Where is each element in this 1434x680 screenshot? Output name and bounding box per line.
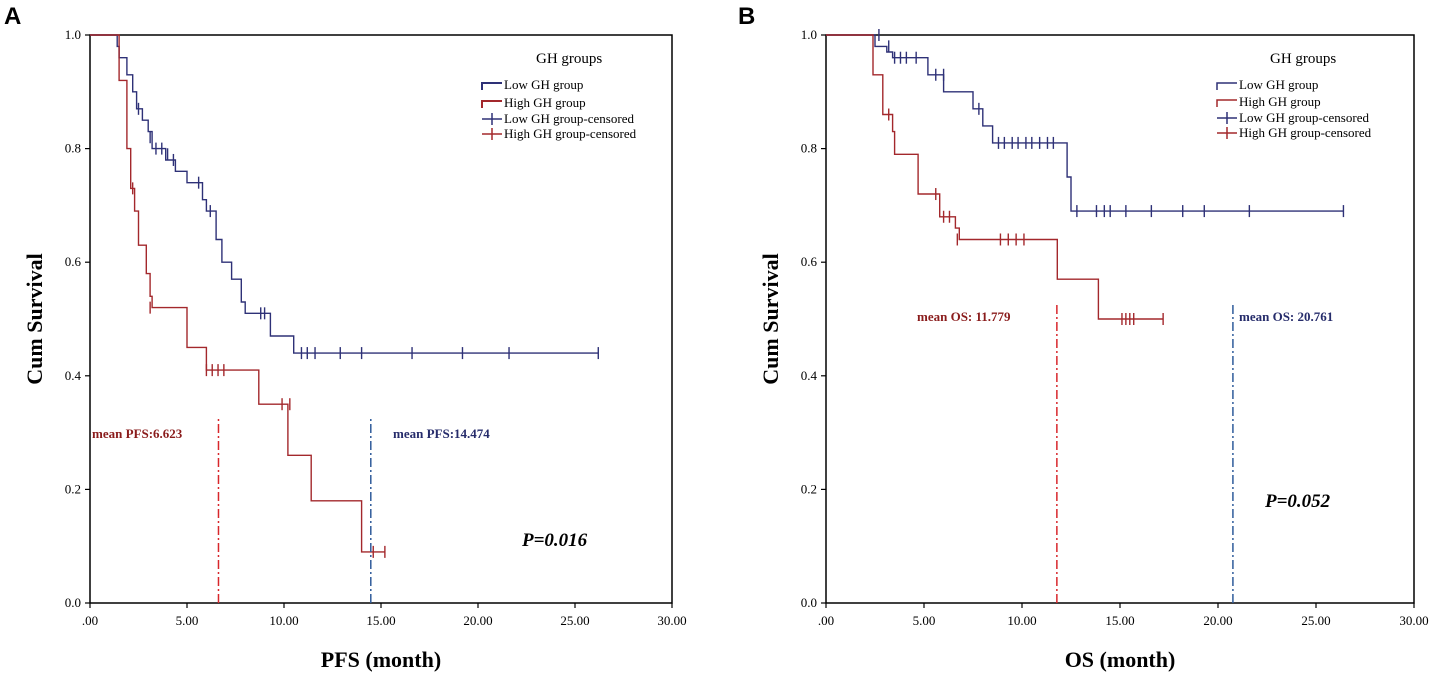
legend-low: Low GH group	[1239, 77, 1318, 92]
x-tick-label: 10.00	[269, 613, 298, 628]
y-tick-label: 0.6	[801, 254, 818, 269]
legend-swatch-low-censored	[1217, 112, 1237, 124]
x-tick-label: 30.00	[1399, 613, 1428, 628]
y-tick-label: 0.0	[801, 595, 817, 610]
legend-high: High GH group	[504, 95, 586, 110]
mean-high-label: mean OS: 11.779	[917, 309, 1011, 324]
series-low-gh	[90, 34, 599, 360]
legend-swatch-low	[1216, 82, 1237, 90]
x-tick-label: 30.00	[657, 613, 686, 628]
x-tick-label: 20.00	[463, 613, 492, 628]
y-tick-label: 0.0	[65, 595, 81, 610]
x-axis-label: PFS (month)	[321, 647, 441, 672]
mean-lines	[217, 418, 372, 603]
mean-low-label: mean OS: 20.761	[1239, 309, 1333, 324]
x-axis: .00 5.00 10.00 15.00 20.00 25.00 30.00	[82, 603, 687, 628]
legend-title: GH groups	[1270, 51, 1336, 67]
legend-title: GH groups	[536, 51, 602, 67]
y-tick-label: 1.0	[801, 27, 817, 42]
survival-curve	[826, 34, 1164, 320]
legend-low-censored: Low GH group-censored	[1239, 110, 1369, 125]
x-tick-label: 5.00	[176, 613, 199, 628]
panel-a-label: A	[4, 3, 21, 30]
series-high-gh	[826, 34, 1164, 325]
y-tick-label: 0.4	[801, 368, 818, 383]
series-low-gh	[826, 29, 1345, 218]
y-axis-label: Cum Survival	[758, 253, 783, 384]
y-tick-label: 0.4	[65, 368, 82, 383]
mean-low-label: mean PFS:14.474	[393, 426, 490, 441]
mean-high-label: mean PFS:6.623	[92, 426, 183, 441]
x-tick-label: 5.00	[913, 613, 936, 628]
x-tick-label: .00	[82, 613, 98, 628]
series-high-gh	[90, 34, 386, 558]
legend-low: Low GH group	[504, 77, 583, 92]
panel-b-label: B	[738, 3, 755, 30]
legend-swatch-low-censored	[482, 113, 502, 125]
panel-b: B 0.0 0.2 0.4 0.6 0.8 1.0 .00 5.00 10.00 15.00 20…	[738, 3, 1429, 672]
y-tick-label: 0.6	[65, 254, 82, 269]
x-tick-label: 20.00	[1203, 613, 1232, 628]
y-tick-label: 0.8	[801, 141, 817, 156]
y-axis-label: Cum Survival	[22, 253, 47, 384]
legend: GH groups Low GH group High GH group Low…	[481, 51, 637, 141]
p-value: P=0.016	[521, 530, 588, 551]
y-tick-label: 0.2	[65, 481, 81, 496]
x-tick-label: 25.00	[1301, 613, 1330, 628]
x-tick-label: 15.00	[1105, 613, 1134, 628]
panel-a: A 0.0 0.2 0.4 0.6 0.8 1.0 .00 5.00 10.00 15.00 20…	[4, 3, 687, 672]
x-axis: .00 5.00 10.00 15.00 20.00 25.00 30.00	[818, 603, 1429, 628]
legend-high: High GH group	[1239, 94, 1321, 109]
p-value: P=0.052	[1264, 491, 1331, 512]
y-tick-label: 0.2	[801, 481, 817, 496]
x-tick-label: 10.00	[1007, 613, 1036, 628]
y-axis: 0.0 0.2 0.4 0.6 0.8 1.0	[801, 27, 826, 610]
legend-swatch-high-censored	[482, 128, 502, 140]
survival-curve	[90, 34, 385, 553]
x-tick-label: .00	[818, 613, 834, 628]
legend-swatch-low	[481, 82, 502, 90]
legend: GH groups Low GH group High GH group Low…	[1216, 51, 1372, 140]
legend-high-censored: High GH group-censored	[504, 126, 637, 141]
y-axis: 0.0 0.2 0.4 0.6 0.8 1.0	[65, 27, 90, 610]
y-tick-label: 0.8	[65, 141, 81, 156]
legend-low-censored: Low GH group-censored	[504, 111, 634, 126]
legend-swatch-high	[1216, 99, 1237, 107]
survival-curve	[90, 34, 599, 354]
legend-swatch-high-censored	[1217, 127, 1237, 139]
legend-swatch-high	[481, 100, 502, 108]
survival-curve	[826, 34, 1344, 212]
x-axis-label: OS (month)	[1065, 647, 1176, 672]
legend-high-censored: High GH group-censored	[1239, 125, 1372, 140]
x-tick-label: 25.00	[560, 613, 589, 628]
y-tick-label: 1.0	[65, 27, 81, 42]
x-tick-label: 15.00	[366, 613, 395, 628]
mean-lines	[1056, 302, 1234, 603]
